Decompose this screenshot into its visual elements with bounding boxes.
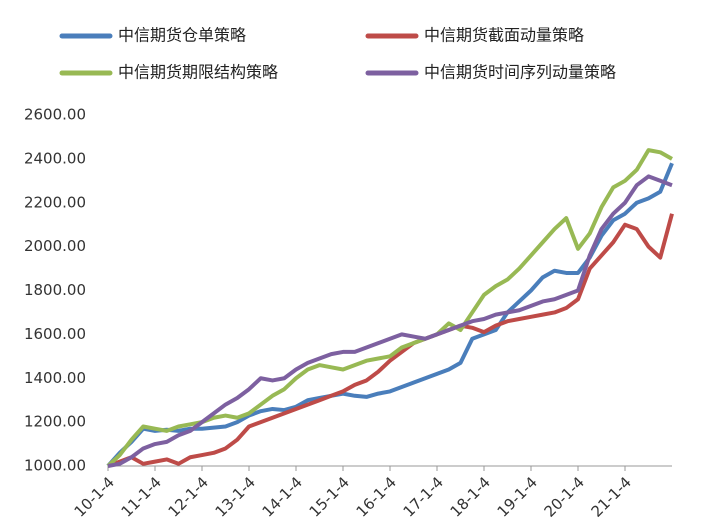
x-tick-label: 16-1-4 xyxy=(353,473,400,520)
legend-label: 中信期货期限结构策略 xyxy=(118,63,278,82)
y-tick-label: 1200.00 xyxy=(24,413,86,431)
x-tick-label: 18-1-4 xyxy=(447,473,494,520)
x-tick-label: 10-1-4 xyxy=(71,473,118,520)
x-tick-label: 11-1-4 xyxy=(118,473,165,520)
x-tick-label: 13-1-4 xyxy=(212,473,259,520)
legend-label: 中信期货仓单策略 xyxy=(118,26,246,45)
series-line xyxy=(106,162,674,468)
y-tick-label: 2200.00 xyxy=(24,193,86,211)
legend-label: 中信期货时间序列动量策略 xyxy=(424,63,616,82)
x-tick-label: 15-1-4 xyxy=(306,473,353,520)
y-tick-label: 1400.00 xyxy=(24,369,86,387)
x-tick-label: 12-1-4 xyxy=(165,473,212,520)
series-line xyxy=(107,213,674,468)
y-tick-label: 2600.00 xyxy=(24,106,86,124)
x-tick-label: 21-1-4 xyxy=(588,473,635,520)
series-line xyxy=(106,148,673,468)
y-tick-label: 2400.00 xyxy=(24,149,86,167)
y-tick-label: 2000.00 xyxy=(24,237,86,255)
y-tick-label: 1800.00 xyxy=(24,281,86,299)
x-tick-label: 14-1-4 xyxy=(259,473,306,520)
y-tick-label: 1000.00 xyxy=(24,457,86,475)
x-tick-label: 17-1-4 xyxy=(400,473,447,520)
y-tick-label: 1600.00 xyxy=(24,325,86,343)
legend-label: 中信期货截面动量策略 xyxy=(424,26,584,45)
series-line xyxy=(107,174,673,468)
x-tick-label: 20-1-4 xyxy=(541,473,588,520)
x-tick-label: 19-1-4 xyxy=(494,473,541,520)
